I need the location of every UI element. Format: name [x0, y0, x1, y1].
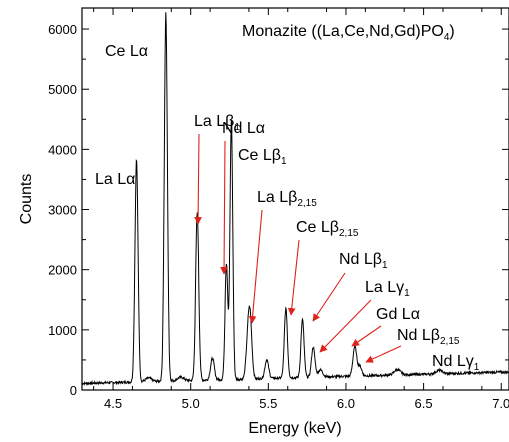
- x-tick-label: 4.5: [104, 396, 122, 411]
- annotation-arrows: [194, 133, 402, 363]
- label-ce-lb1: Ce Lβ1: [238, 147, 287, 167]
- chart-title-main: Monazite ((La,Ce,Nd,Gd)PO: [242, 23, 444, 40]
- label-ce-lb215-greek: β: [330, 219, 339, 236]
- label-la-lb215-greek: β: [288, 189, 297, 206]
- label-gd-la-greek: α: [411, 306, 420, 323]
- label-la-la: La Lα: [95, 171, 135, 188]
- label-nd-la: Nd Lα: [222, 120, 265, 137]
- label-nd-lg1: Nd Lγ1: [432, 353, 480, 373]
- spectrum-line: [81, 12, 509, 387]
- x-axis-title: Energy (keV): [248, 420, 341, 437]
- label-la-lb1-main: La L: [194, 113, 225, 130]
- arrow-la-lb1: [194, 133, 202, 225]
- y-tick-label: 3000: [48, 203, 77, 218]
- arrow-nd-lb215: [365, 345, 402, 363]
- y-tick-label: 1000: [48, 323, 77, 338]
- label-ce-lb1-sub: 1: [281, 156, 287, 167]
- y-tick-label: 0: [70, 383, 77, 398]
- arrow-gd-la: [351, 325, 382, 347]
- y-tick-label: 4000: [48, 142, 77, 157]
- label-la-lb215-main: La L: [257, 189, 288, 206]
- label-nd-lg1-greek: γ: [466, 353, 474, 370]
- plot-frame: [81, 7, 509, 391]
- label-ce-la: Ce Lα: [105, 43, 148, 60]
- arrow-la-lg1: [319, 299, 372, 353]
- label-la-lb1-sub: 1: [234, 122, 240, 133]
- label-nd-lb215-main: Nd L: [397, 327, 431, 344]
- label-ce-lb1-main: Ce L: [238, 147, 272, 164]
- label-ce-lb1-greek: β: [272, 147, 281, 164]
- label-gd-la: Gd Lα: [376, 306, 420, 323]
- y-tick-label: 2000: [48, 263, 77, 278]
- y-tick-label: 6000: [48, 22, 77, 37]
- chart-title-end: ): [449, 23, 454, 40]
- x-tick-label: 6.0: [337, 396, 355, 411]
- chart-title-subscript: 4: [444, 32, 450, 43]
- chart-title: Monazite ((La,Ce,Nd,Gd)PO4): [242, 23, 455, 43]
- label-la-la-greek: α: [126, 171, 135, 188]
- x-tick-label: 6.5: [415, 396, 433, 411]
- label-la-lg1: La Lγ1: [365, 279, 410, 299]
- x-tick-label: 5.5: [259, 396, 277, 411]
- label-la-lg1-sub: 1: [404, 288, 410, 299]
- arrow-la-lb215: [248, 209, 263, 324]
- label-la-lb1-greek: β: [225, 113, 234, 130]
- label-la-lg1-main: La L: [365, 279, 396, 296]
- label-nd-la-main: Nd L: [222, 120, 256, 137]
- label-nd-lg1-main: Nd L: [432, 353, 466, 370]
- label-nd-lg1-sub: 1: [474, 362, 480, 373]
- label-la-lb215: La Lβ2,15: [257, 189, 317, 209]
- label-nd-lb1-greek: β: [373, 251, 382, 268]
- label-nd-la-greek: α: [256, 120, 265, 137]
- label-nd-lb215: Nd Lβ2,15: [397, 327, 460, 347]
- arrow-ce-lb215: [287, 239, 300, 316]
- label-gd-la-main: Gd L: [376, 306, 411, 323]
- axis-ticks: [82, 8, 509, 391]
- label-nd-lb1: Nd Lβ1: [339, 251, 388, 271]
- label-ce-la-greek: α: [139, 43, 148, 60]
- y-tick-label: 5000: [48, 82, 77, 97]
- label-ce-la-main: Ce L: [105, 43, 139, 60]
- x-tick-label: 5.0: [182, 396, 200, 411]
- label-la-lg1-greek: γ: [396, 279, 404, 296]
- axis-tick-labels: 4.5 5.0 5.5 6.0 6.5 7.0 0 1000 2000 3000 4000 5000 6…: [48, 22, 509, 411]
- label-nd-lb215-sub: 2,15: [440, 336, 460, 347]
- label-la-la-main: La L: [95, 171, 126, 188]
- label-la-lb1: La Lβ1: [194, 113, 240, 133]
- arrow-nd-lb1: [312, 272, 346, 322]
- x-tick-label: 7.0: [492, 396, 509, 411]
- label-nd-lb1-sub: 1: [382, 260, 388, 271]
- label-ce-lb215-main: Ce L: [296, 219, 330, 236]
- y-axis-title: Counts: [18, 174, 35, 225]
- arrow-nd-la: [220, 140, 228, 275]
- label-nd-lb1-main: Nd L: [339, 251, 373, 268]
- label-nd-lb215-greek: β: [431, 327, 440, 344]
- label-la-lb215-sub: 2,15: [297, 198, 317, 209]
- label-ce-lb215: Ce Lβ2,15: [296, 219, 359, 239]
- label-ce-lb215-sub: 2,15: [339, 228, 359, 239]
